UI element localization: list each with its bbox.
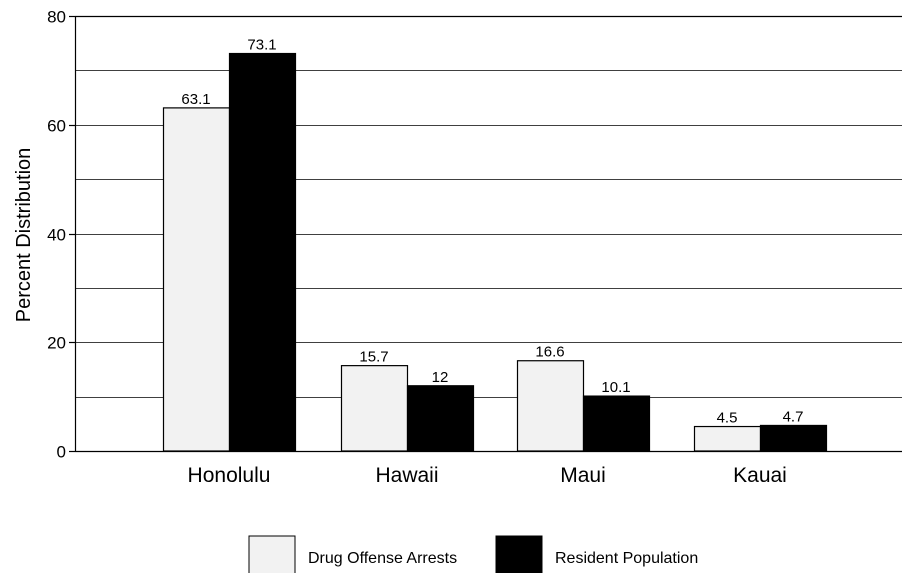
legend-label-resident-population: Resident Population xyxy=(555,550,698,567)
value-label: 73.1 xyxy=(247,37,276,54)
bars xyxy=(162,52,828,452)
bar-drug-offense-arrests-hawaii xyxy=(340,365,409,452)
bar-resident-population-kauai xyxy=(759,424,828,452)
x-category-labels: Honolulu Hawaii Maui Kauai xyxy=(188,464,787,487)
bar-drug-offense-arrests-maui xyxy=(516,360,585,452)
value-label: 12 xyxy=(432,369,449,386)
value-labels: 63.1 73.1 15.7 12 16.6 10.1 4.5 4.7 xyxy=(181,37,803,427)
y-tick-label: 60 xyxy=(47,117,66,136)
y-tick-label: 0 xyxy=(57,443,66,462)
value-label: 10.1 xyxy=(601,379,630,396)
bar-resident-population-honolulu xyxy=(228,52,297,452)
value-label: 15.7 xyxy=(359,349,388,366)
y-tick-labels: 0 20 40 60 80 xyxy=(47,8,75,462)
x-category-label: Honolulu xyxy=(188,464,271,487)
bar-resident-population-maui xyxy=(582,395,651,452)
value-label: 63.1 xyxy=(181,91,210,108)
axes xyxy=(74,15,902,453)
legend-swatch-resident-population xyxy=(495,535,543,573)
value-label: 16.6 xyxy=(535,344,564,361)
legend-label-drug-offense-arrests: Drug Offense Arrests xyxy=(308,550,457,567)
x-category-label: Maui xyxy=(560,464,606,487)
y-tick-label: 80 xyxy=(47,8,66,27)
x-category-label: Hawaii xyxy=(375,464,438,487)
x-category-label: Kauai xyxy=(733,464,787,487)
y-tick-label: 20 xyxy=(47,334,66,353)
bar-resident-population-hawaii xyxy=(406,385,475,452)
legend: Drug Offense Arrests Resident Population xyxy=(248,535,698,573)
bar-drug-offense-arrests-honolulu xyxy=(162,107,231,452)
legend-swatch-drug-offense-arrests xyxy=(248,535,296,573)
y-axis-label: Percent Distribution xyxy=(13,148,35,323)
bar-drug-offense-arrests-kauai xyxy=(693,425,762,452)
value-label: 4.5 xyxy=(717,410,738,427)
y-tick-label: 40 xyxy=(47,226,66,245)
value-label: 4.7 xyxy=(783,408,804,425)
